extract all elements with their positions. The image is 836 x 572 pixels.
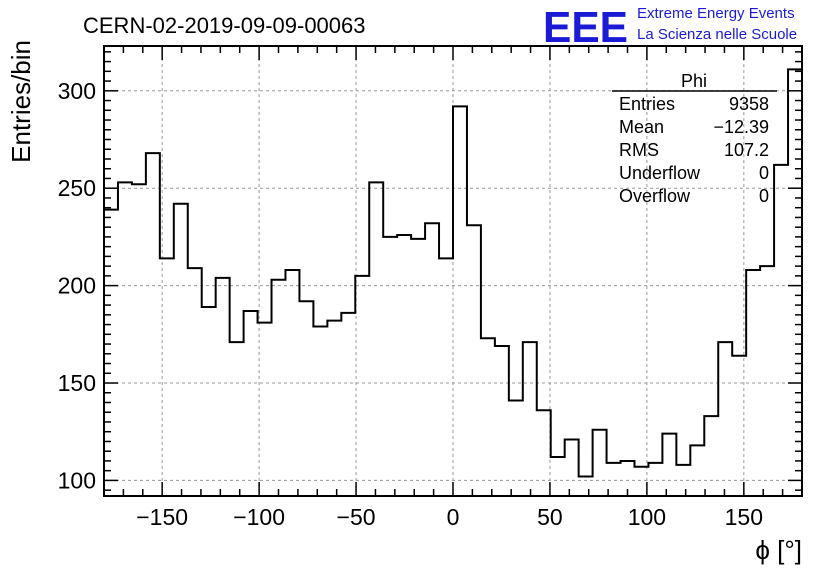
stats-value-entries: 9358 [729, 94, 769, 114]
stats-box: Phi Entries 9358 Mean −12.39 RMS 107.2 U… [612, 71, 777, 206]
y-tick-label: 100 [58, 467, 96, 493]
x-tick-label: 0 [447, 504, 460, 530]
stats-label-entries: Entries [619, 94, 675, 114]
x-tick-label: 150 [725, 504, 763, 530]
stats-title: Phi [681, 71, 707, 91]
x-tick-label: 50 [537, 504, 563, 530]
stats-value-mean: −12.39 [713, 117, 769, 137]
x-axis-title: ϕ [°] [755, 535, 802, 565]
stats-label-mean: Mean [619, 117, 664, 137]
y-tick-label: 250 [58, 175, 96, 201]
stats-value-underflow: 0 [759, 163, 769, 183]
stats-label-underflow: Underflow [619, 163, 701, 183]
y-tick-label: 150 [58, 370, 96, 396]
eee-logo: EEE Extreme Energy Events La Scienza nel… [543, 3, 797, 52]
tick-labels: −150 −100 −50 0 50 100 150 100 150 200 250 300 [58, 78, 763, 530]
eee-logo-mark: EEE [543, 3, 628, 52]
plot-title: CERN-02-2019-09-09-00063 [83, 13, 366, 38]
logo-line-2: La Scienza nelle Scuole [637, 26, 797, 43]
x-tick-label: 100 [628, 504, 666, 530]
y-axis-title: Entries/bin [6, 40, 36, 163]
axis-ticks [104, 46, 802, 496]
histogram-series [104, 68, 802, 478]
stats-value-rms: 107.2 [724, 140, 769, 160]
y-tick-label: 300 [58, 78, 96, 104]
logo-line-1: Extreme Energy Events [637, 5, 795, 22]
x-tick-label: −100 [233, 504, 285, 530]
histogram-line [104, 68, 802, 478]
stats-label-overflow: Overflow [619, 186, 691, 206]
stats-label-rms: RMS [619, 140, 659, 160]
stats-value-overflow: 0 [759, 186, 769, 206]
x-tick-label: −50 [337, 504, 376, 530]
grid-lines [104, 46, 802, 496]
x-tick-label: −150 [136, 504, 188, 530]
y-tick-label: 200 [58, 273, 96, 299]
